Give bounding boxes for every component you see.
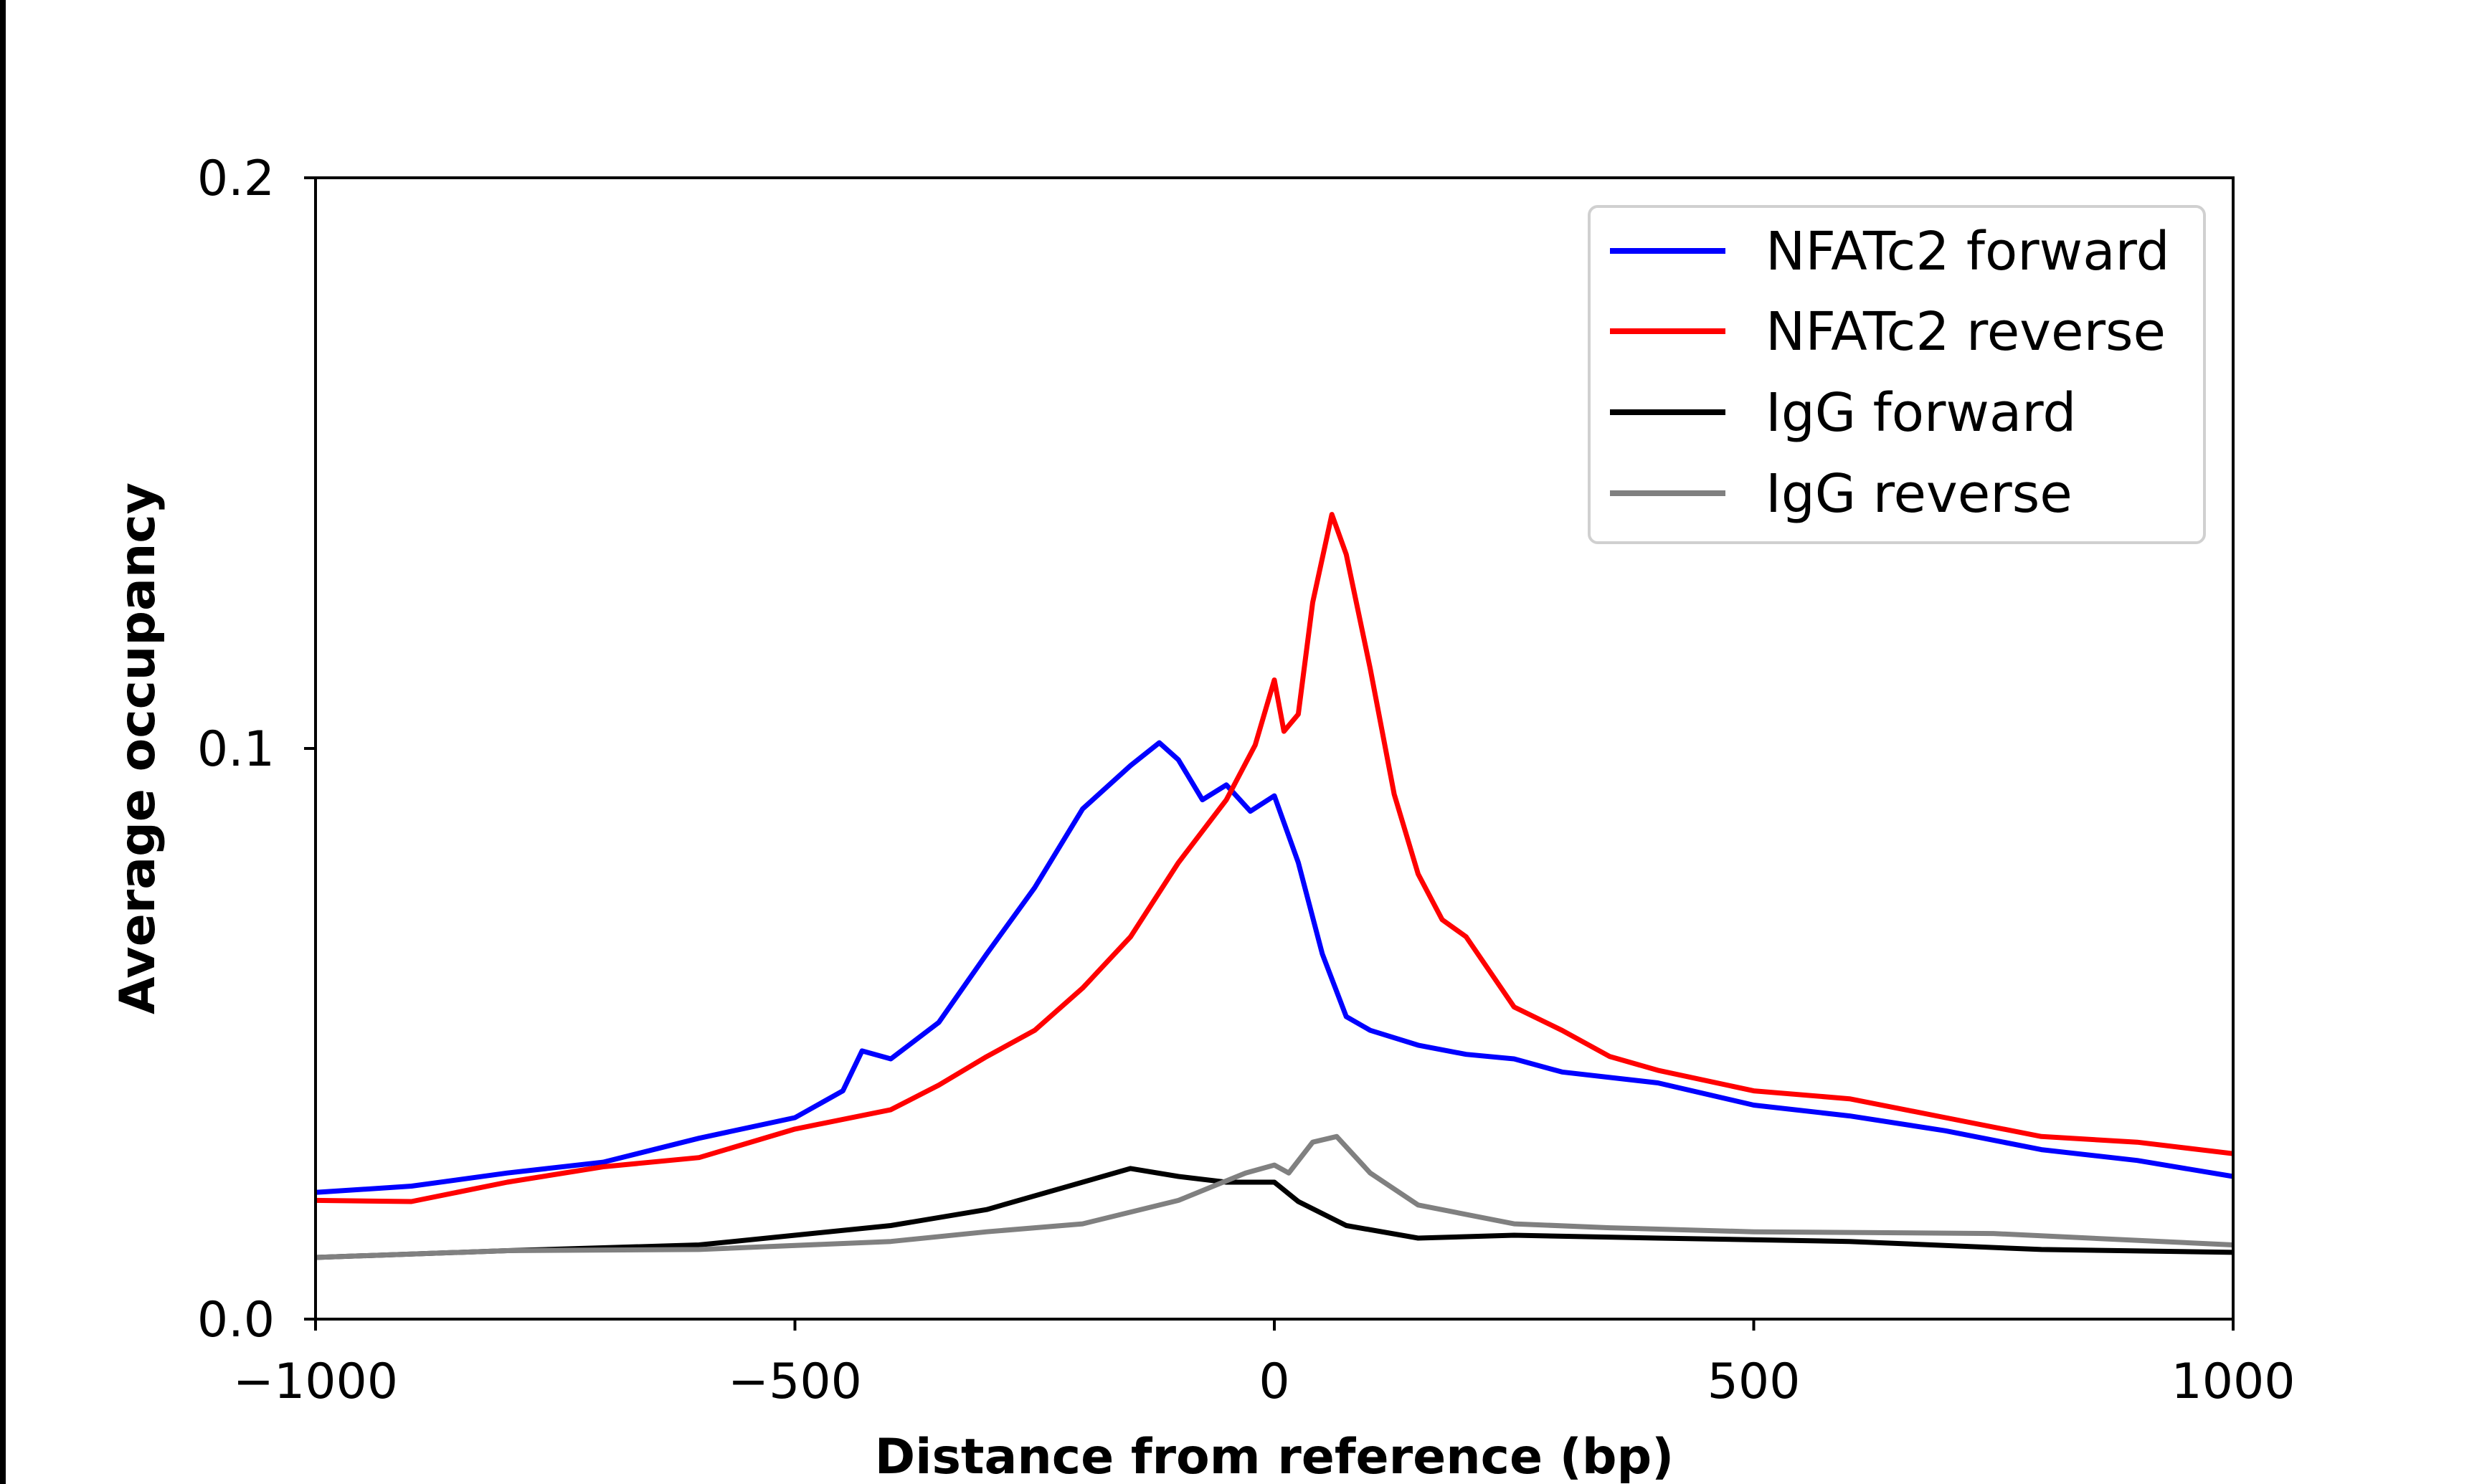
x-tick-label: −1000 xyxy=(233,1354,398,1410)
legend: NFATc2 forward NFATc2 reverse IgG forward I… xyxy=(1588,205,2206,544)
series-line-igg-forward xyxy=(315,1166,2234,1260)
legend-label: NFATc2 reverse xyxy=(1766,301,2166,363)
series-line-igg-reverse xyxy=(315,1133,2234,1260)
series-lines xyxy=(315,512,2234,1260)
series-line-nfatc2-reverse xyxy=(315,512,2234,1204)
x-tick-label: 1000 xyxy=(2171,1354,2295,1410)
y-axis-label: Average occupancy xyxy=(110,482,166,1014)
legend-entry: NFATc2 forward xyxy=(1610,221,2170,282)
legend-label: IgG reverse xyxy=(1766,463,2072,525)
left-edge-border xyxy=(0,0,6,1484)
legend-frame xyxy=(1588,205,2206,544)
series-line-nfatc2-forward xyxy=(315,740,2234,1195)
y-tick-label: 0.2 xyxy=(197,151,275,207)
y-axis-ticks: 0.0 0.1 0.2 xyxy=(197,151,316,1349)
x-tick-label: 500 xyxy=(1707,1354,1801,1410)
y-tick-label: 0.1 xyxy=(197,721,275,778)
y-tick-label: 0.0 xyxy=(197,1292,275,1349)
x-tick-label: 0 xyxy=(1259,1354,1289,1410)
x-tick-label: −500 xyxy=(728,1354,862,1410)
x-axis-label: Distance from reference (bp) xyxy=(875,1429,1674,1484)
legend-label: NFATc2 forward xyxy=(1766,221,2170,282)
legend-entry: IgG forward xyxy=(1610,382,2076,444)
x-axis-ticks: −1000 −500 0 500 1000 xyxy=(233,1319,2296,1410)
legend-label: IgG forward xyxy=(1766,382,2076,444)
legend-entry: IgG reverse xyxy=(1610,463,2072,525)
legend-entry: NFATc2 reverse xyxy=(1610,301,2166,363)
